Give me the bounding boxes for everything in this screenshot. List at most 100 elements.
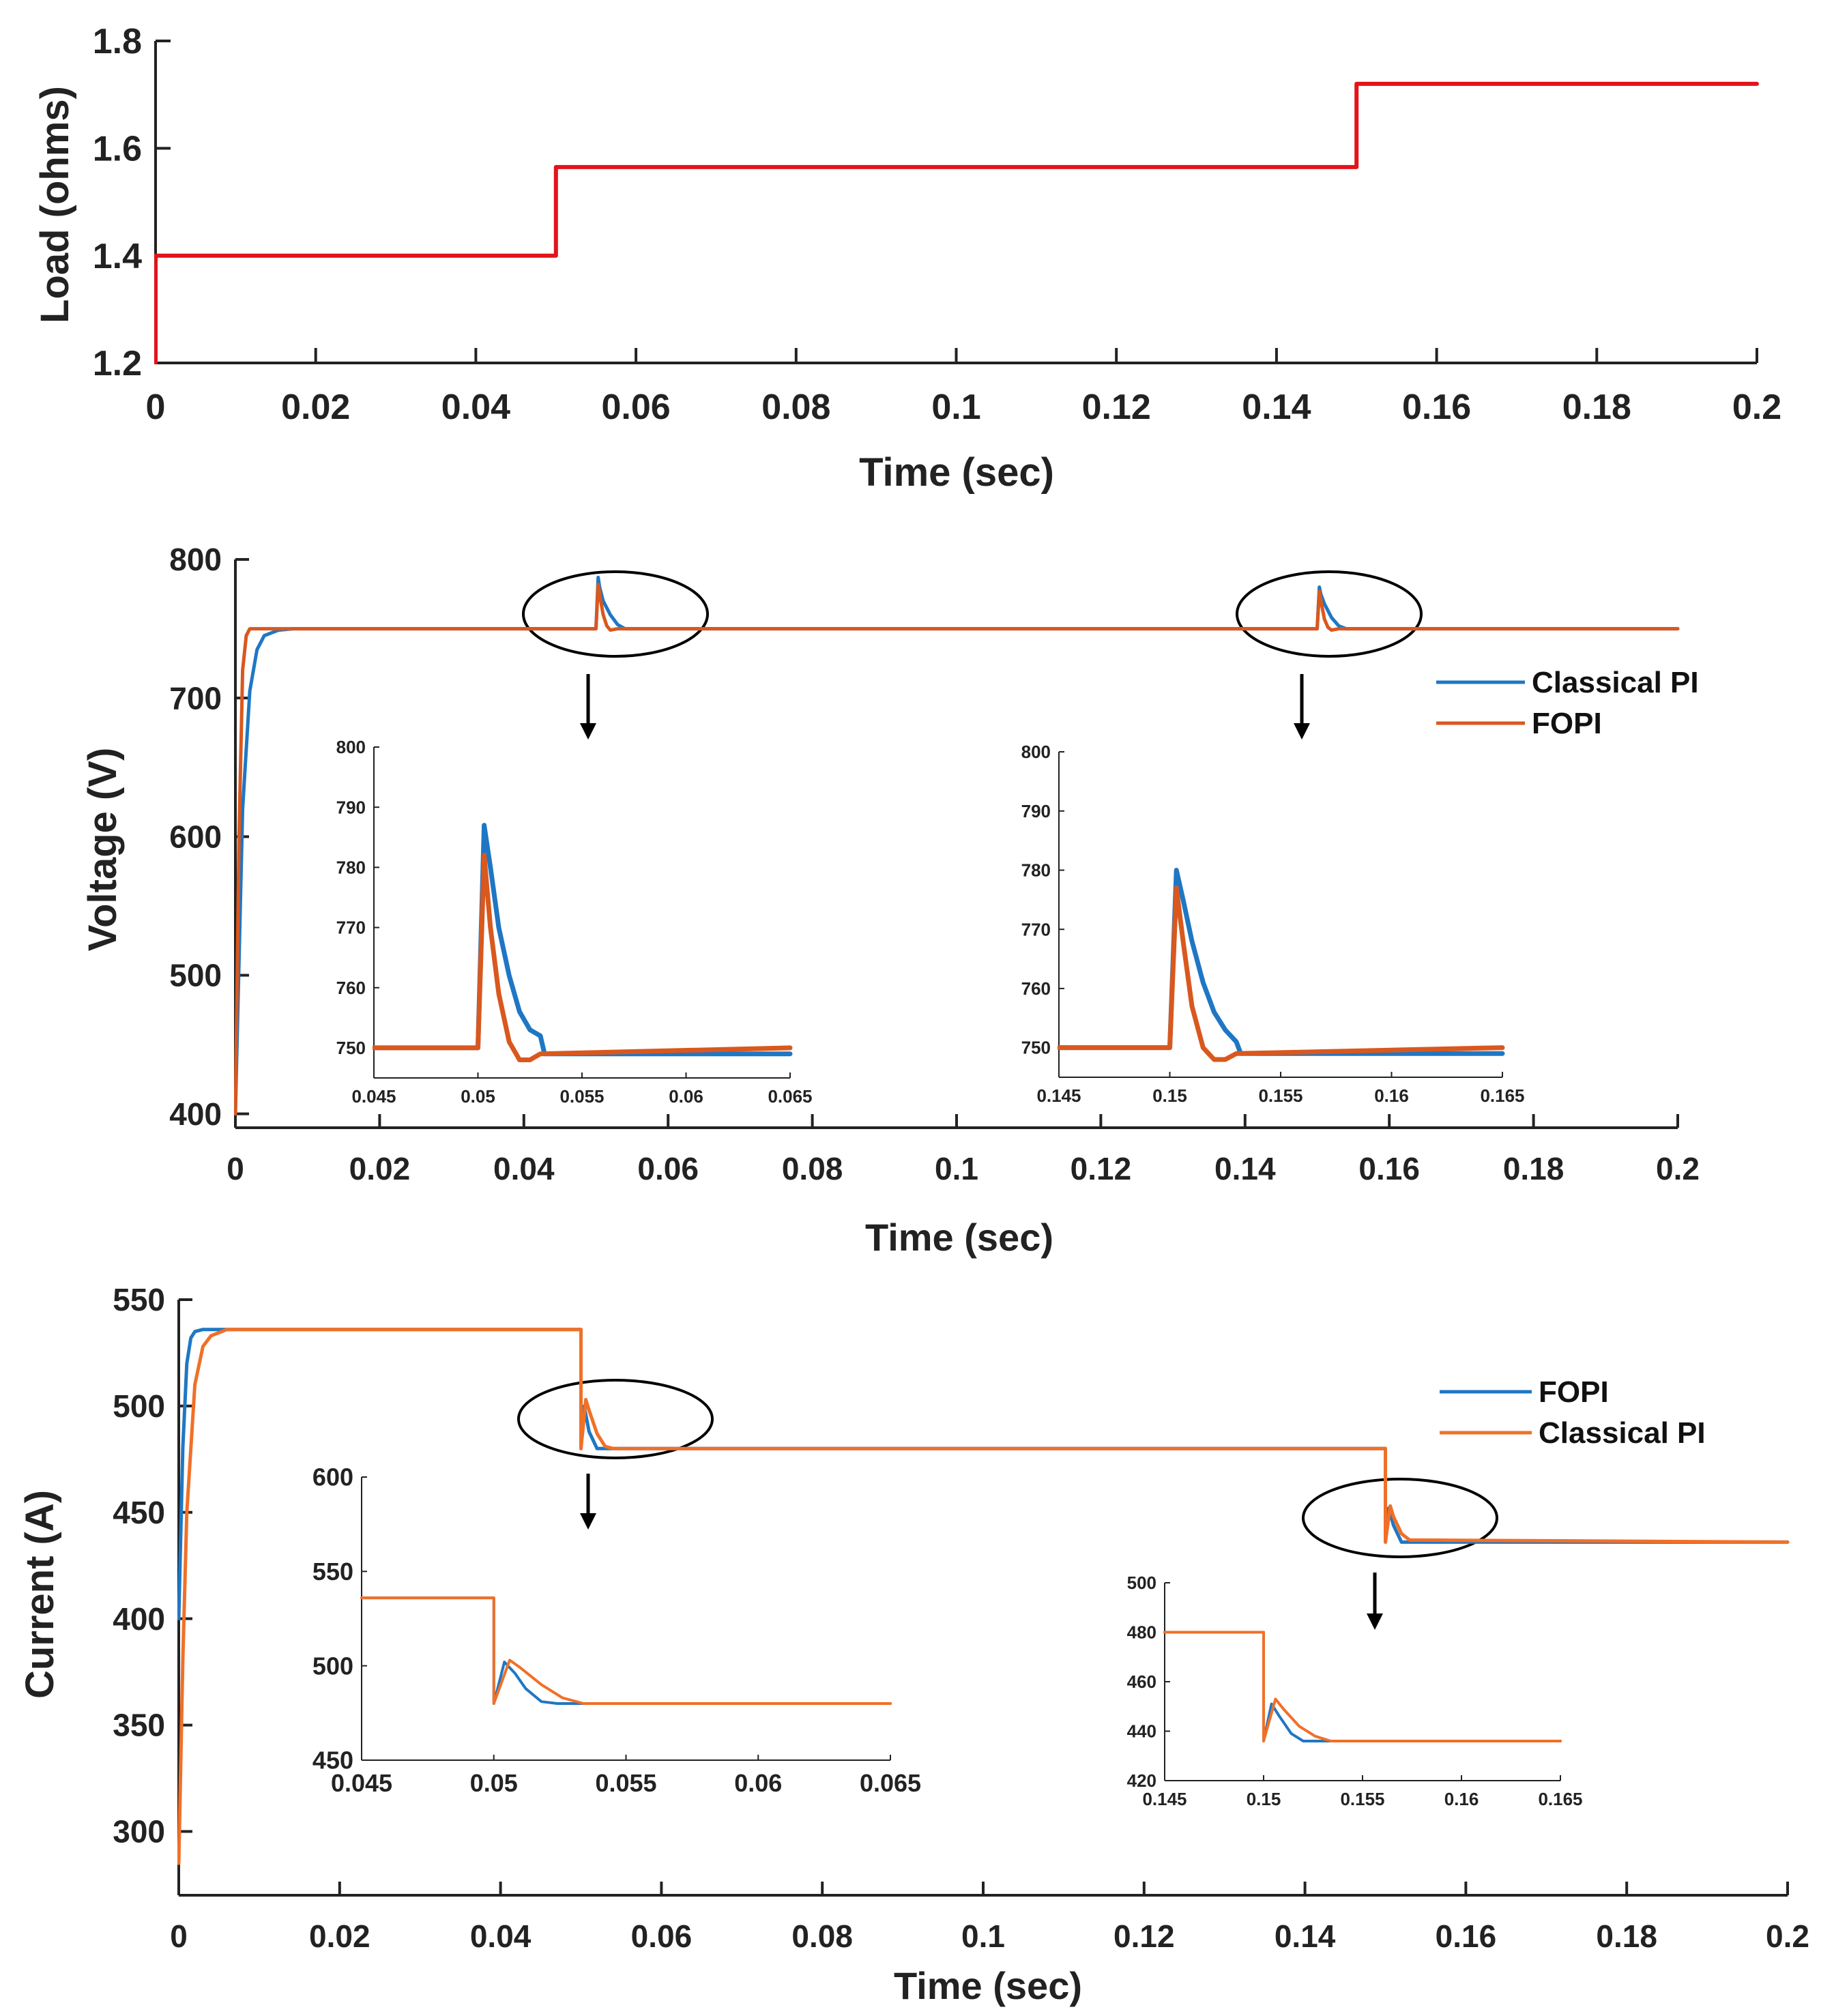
- current-inset-1: 0.045 0.05 0.055 0.06 0.065 450 500 550 600: [312, 1463, 921, 1797]
- current-panel-x-axis-label: Time (sec): [894, 1964, 1082, 2007]
- current-zoom-arrowhead-1: [580, 1513, 596, 1530]
- voltage-inset-2-y-tick-label: 780: [1021, 860, 1051, 881]
- current-inset-1-x-tick-label: 0.06: [734, 1769, 782, 1797]
- load-x-tick-label: 0.1: [931, 388, 980, 427]
- voltage-y-tick-label: 600: [169, 819, 222, 854]
- voltage-inset-1-y-tick-label: 750: [336, 1038, 366, 1058]
- current-x-tick-label: 0.08: [791, 1918, 853, 1954]
- voltage-x-tick-label: 0.16: [1358, 1151, 1420, 1186]
- current-inset-1-x-tick-label: 0.05: [470, 1769, 518, 1797]
- load-plot: 0 0.02 0.04 0.06 0.08 0.1 0.12 0.14 0.16 0.18 0.2 1…: [93, 22, 1781, 427]
- voltage-zoom-arrowhead-1: [580, 723, 596, 740]
- voltage-legend-label-fopi: FOPI: [1532, 707, 1602, 740]
- current-inset-2-y-tick-label: 460: [1127, 1671, 1156, 1692]
- current-inset-2-y-tick-label: 440: [1127, 1721, 1156, 1742]
- current-inset-1-x-tick-label: 0.065: [860, 1769, 921, 1797]
- current-inset-1-series-classical-pi: [360, 1596, 892, 1705]
- voltage-inset-1-x-tick-label: 0.05: [461, 1086, 495, 1107]
- current-x-tick-label: 0.1: [961, 1918, 1005, 1954]
- current-inset-2-x-tick-label: 0.16: [1444, 1789, 1479, 1809]
- voltage-x-tick-label: 0.18: [1503, 1151, 1564, 1186]
- current-legend-label-classical-pi: Classical PI: [1539, 1416, 1706, 1450]
- current-panel-y-axis-label: Current (A): [18, 1490, 62, 1699]
- voltage-inset-2-y-tick-label: 760: [1021, 978, 1051, 999]
- voltage-x-tick-label: 0.1: [935, 1151, 978, 1186]
- load-y-tick-label: 1.4: [93, 237, 142, 276]
- current-inset-2-y-tick-label: 480: [1127, 1622, 1156, 1643]
- current-inset-2-series-classical-pi: [1163, 1631, 1562, 1742]
- load-x-tick-label: 0.2: [1732, 388, 1781, 427]
- load-x-tick-label: 0: [146, 388, 166, 427]
- current-zoom-marker-2: [1302, 1478, 1498, 1630]
- current-inset-2-x-tick-label: 0.145: [1142, 1789, 1187, 1809]
- current-inset-1-y-tick-label: 550: [312, 1558, 353, 1586]
- current-inset-2-x-tick-label: 0.15: [1247, 1789, 1281, 1809]
- voltage-x-tick-label: 0.04: [493, 1151, 555, 1186]
- current-plot: 0 0.02 0.04 0.06 0.08 0.1 0.12 0.14 0.16 0.18 0.2 3…: [113, 1282, 1809, 1954]
- current-zoom-ellipse-1: [517, 1379, 714, 1459]
- voltage-zoom-marker-2: [1236, 570, 1423, 740]
- voltage-inset-1-y-tick-label: 790: [336, 797, 366, 817]
- current-inset-1-x-tick-label: 0.055: [595, 1769, 656, 1797]
- current-y-tick-label: 500: [113, 1388, 165, 1424]
- voltage-y-tick-label: 800: [169, 542, 222, 577]
- voltage-y-tick-label: 500: [169, 958, 222, 993]
- current-legend-label-fopi: FOPI: [1539, 1375, 1609, 1409]
- voltage-x-tick-label: 0.2: [1656, 1151, 1700, 1186]
- voltage-zoom-marker-1: [522, 570, 709, 740]
- voltage-inset-2-x-tick-label: 0.16: [1374, 1085, 1409, 1106]
- voltage-inset-1-y-tick-label: 800: [336, 737, 366, 757]
- voltage-panel-x-axis-label: Time (sec): [865, 1216, 1053, 1259]
- current-x-tick-label: 0.14: [1275, 1918, 1336, 1954]
- current-zoom-marker-1: [517, 1379, 714, 1530]
- current-x-tick-label: 0.16: [1436, 1918, 1497, 1954]
- voltage-inset-1-series-fopi: [373, 853, 793, 1062]
- load-x-tick-label: 0.18: [1562, 388, 1631, 427]
- current-inset-2-x-tick-label: 0.165: [1538, 1789, 1582, 1809]
- load-x-tick-label: 0.16: [1402, 388, 1471, 427]
- current-x-tick-label: 0.18: [1596, 1918, 1657, 1954]
- voltage-zoom-ellipse-1: [522, 570, 709, 658]
- voltage-inset-1-x-tick-label: 0.06: [669, 1086, 703, 1107]
- voltage-inset-2-x-tick-label: 0.15: [1152, 1085, 1187, 1106]
- voltage-inset-1-y-tick-label: 770: [336, 918, 366, 938]
- plot-layer: 0 0.02 0.04 0.06 0.08 0.1 0.12 0.14 0.16 0.18 0.2 1…: [93, 22, 1809, 1954]
- voltage-series-fopi: [234, 583, 1680, 1116]
- current-x-tick-label: 0.02: [309, 1918, 370, 1954]
- voltage-zoom-arrowhead-2: [1294, 723, 1310, 740]
- voltage-inset-1-x-tick-label: 0.055: [559, 1086, 604, 1107]
- current-legend: FOPI Classical PI: [1440, 1375, 1706, 1450]
- current-x-tick-label: 0.12: [1114, 1918, 1175, 1954]
- voltage-inset-2-x-tick-label: 0.145: [1036, 1085, 1081, 1106]
- load-x-tick-label: 0.12: [1082, 388, 1151, 427]
- load-x-tick-label: 0.04: [441, 388, 510, 427]
- voltage-inset-1-y-tick-label: 780: [336, 857, 366, 877]
- load-x-tick-label: 0.06: [601, 388, 670, 427]
- voltage-panel-y-axis-label: Voltage (V): [81, 748, 125, 952]
- current-y-tick-label: 300: [113, 1814, 165, 1850]
- current-series-fopi: [177, 1328, 1790, 1621]
- voltage-panel: Voltage (V) Time (sec) Classical PI FOPI: [81, 570, 1699, 1259]
- current-panel: Current (A) Time (sec) FOPI Classical PI: [18, 1375, 1706, 2007]
- voltage-inset-2-x-tick-label: 0.155: [1258, 1085, 1302, 1106]
- voltage-inset-2-y-tick-label: 790: [1021, 801, 1051, 821]
- voltage-x-tick-label: 0.02: [349, 1151, 411, 1186]
- current-x-tick-label: 0.04: [470, 1918, 532, 1954]
- current-zoom-arrowhead-2: [1367, 1613, 1383, 1630]
- current-y-tick-label: 550: [113, 1282, 165, 1317]
- voltage-x-tick-label: 0.12: [1071, 1151, 1132, 1186]
- current-inset-2-y-tick-label: 420: [1127, 1770, 1156, 1791]
- load-y-tick-label: 1.8: [93, 22, 142, 61]
- load-panel-x-axis-label: Time (sec): [859, 450, 1054, 495]
- voltage-inset-1-y-tick-label: 760: [336, 978, 366, 998]
- voltage-series-classical-pi: [234, 575, 1680, 1116]
- current-inset-1-x-tick-label: 0.045: [331, 1769, 392, 1797]
- current-inset-2-y-tick-label: 500: [1127, 1573, 1156, 1593]
- current-y-tick-label: 400: [113, 1601, 165, 1637]
- voltage-inset-2-y-tick-label: 750: [1021, 1038, 1051, 1058]
- voltage-x-tick-label: 0.08: [782, 1151, 843, 1186]
- current-inset-2: 0.145 0.15 0.155 0.16 0.165 420 440 460 480 500: [1127, 1573, 1583, 1809]
- load-y-tick-label: 1.6: [93, 130, 142, 169]
- current-inset-1-y-tick-label: 600: [312, 1463, 353, 1491]
